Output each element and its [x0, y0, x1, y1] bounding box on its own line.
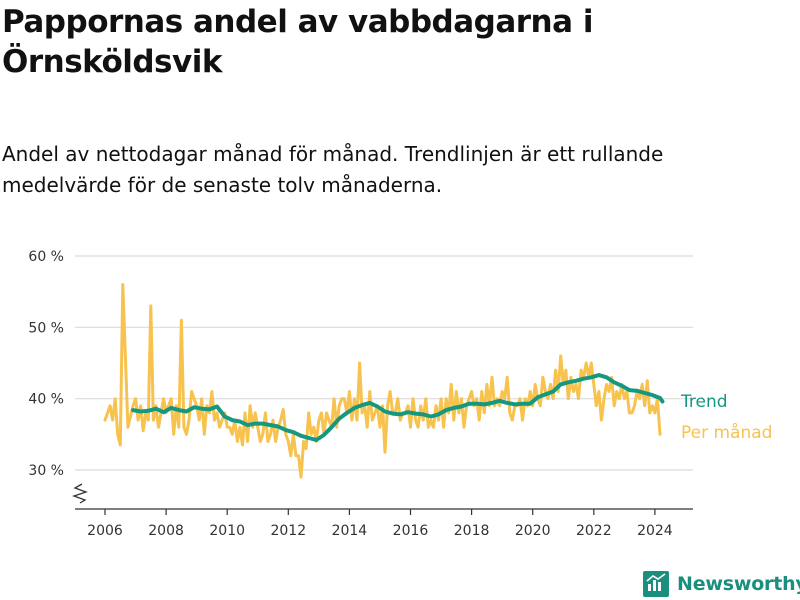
y-tick-label: 40 % [28, 392, 64, 408]
x-tick-label: 2022 [576, 523, 612, 539]
series-line-per-manad [103, 283, 662, 479]
axis-break-icon [72, 483, 88, 504]
x-axis: 2006 2008 2010 2012 2014 2016 2018 2020 2022 2024 [72, 483, 693, 539]
x-tick-label: 2016 [393, 523, 429, 539]
series-line-trend [131, 373, 665, 442]
x-tick-label: 2020 [515, 523, 551, 539]
x-tick-label: 2008 [148, 523, 184, 539]
y-tick-label: 60 % [28, 249, 64, 265]
x-tick-label: 2006 [87, 523, 123, 539]
x-tick-label: 2014 [332, 523, 368, 539]
x-tick-label: 2012 [270, 523, 306, 539]
x-tick-label: 2018 [454, 523, 490, 539]
legend: Trend Per månad [680, 392, 772, 443]
legend-per-manad: Per månad [681, 422, 772, 443]
brand-name: Newsworthy [677, 573, 800, 595]
chart-title: Pappornas andel av vabbdagarna i Örnsköl… [2, 4, 593, 80]
x-tick-label: 2010 [209, 523, 245, 539]
x-tick-label: 2024 [637, 523, 673, 539]
newsworthy-logo-icon [643, 571, 669, 597]
legend-trend: Trend [680, 392, 728, 412]
y-tick-label: 50 % [28, 320, 64, 336]
y-tick-label: 30 % [28, 463, 64, 479]
brand-logo: Newsworthy [643, 569, 800, 599]
chart-subtitle: Andel av nettodagar månad för månad. Tre… [2, 142, 664, 197]
series [103, 283, 665, 479]
y-axis: 30 % 40 % 50 % 60 % [28, 249, 64, 479]
